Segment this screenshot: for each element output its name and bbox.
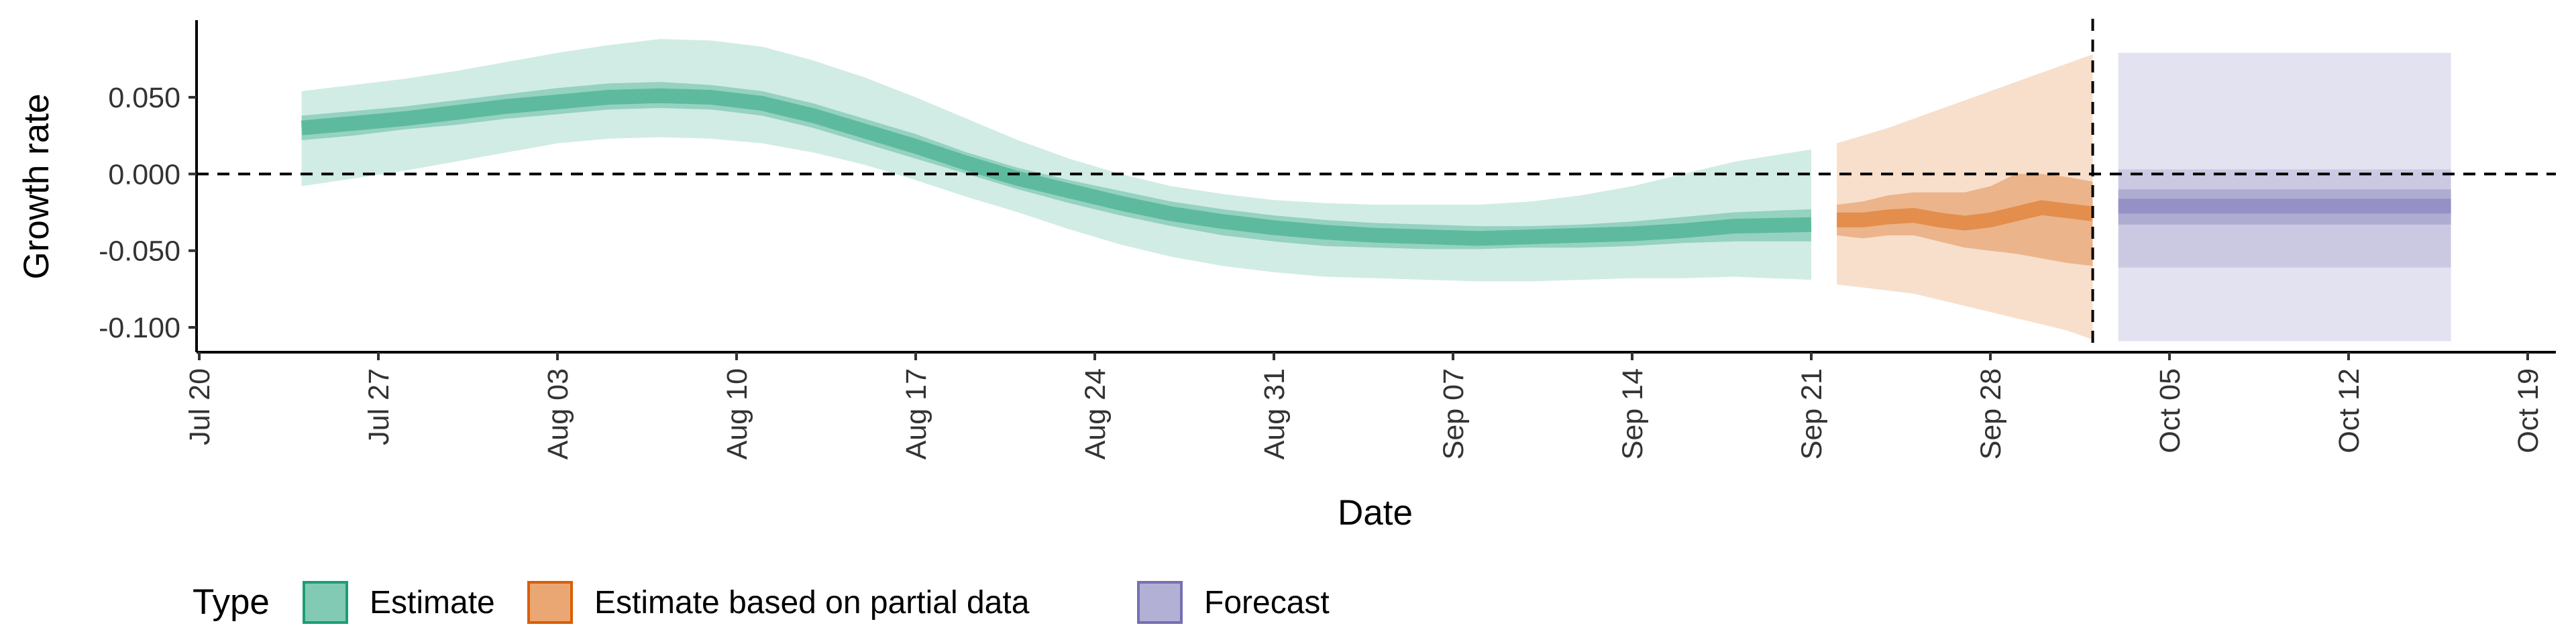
axes (195, 20, 2556, 354)
y-axis-title: Growth rate (17, 94, 56, 280)
median-layer (301, 88, 2451, 246)
estimate-median-line (301, 88, 1812, 246)
legend-key-estimate-based-on-partial-data (527, 581, 573, 624)
x-axis-title: Date (1338, 493, 1413, 533)
legend-label-estimate-based-on-partial-data: Estimate based on partial data (594, 585, 1030, 621)
estimate-based-on-partial-data-band-50 (1837, 174, 2093, 266)
x-ticks: Jul 20 Jul 27 Aug 03 Aug 10 Aug 17 Aug 24 Aug … (184, 352, 2544, 460)
x-tick-label: Oct 05 (2154, 368, 2186, 453)
x-tick-label: Jul 27 (363, 368, 395, 445)
legend-key-estimate (303, 581, 348, 624)
x-tick-label: Aug 03 (542, 368, 574, 460)
y-tick-label: 0.000 (108, 158, 180, 191)
estimate-band-90 (301, 39, 1811, 282)
x-tick-label: Aug 31 (1258, 368, 1291, 460)
y-ticks: 0.050 0.000 -0.050 -0.100 (99, 82, 197, 344)
x-tick-label: Sep 14 (1617, 368, 1649, 460)
y-tick-label: 0.050 (108, 82, 180, 114)
estimate-based-on-partial-data-band-90 (1837, 54, 2093, 340)
reference-lines (197, 19, 2556, 352)
x-tick-label: Sep 28 (1975, 368, 2007, 460)
y-tick-label: -0.050 (99, 235, 180, 268)
legend: Type Estimate Estimate based on partial d… (193, 581, 1330, 624)
ribbon-layer (301, 39, 2451, 341)
x-tick-label: Aug 17 (900, 368, 932, 460)
legend-label-forecast: Forecast (1204, 585, 1330, 621)
estimate-band-50 (301, 82, 1811, 250)
forecast-band-50 (2118, 189, 2451, 225)
x-tick-label: Oct 19 (2512, 368, 2544, 453)
x-tick-label: Aug 10 (721, 368, 753, 460)
forecast-band-90 (2118, 52, 2451, 341)
x-tick-label: Sep 07 (1438, 368, 1470, 460)
legend-label-estimate: Estimate (370, 585, 495, 621)
x-tick-label: Jul 20 (184, 368, 216, 445)
forecast-band-70 (2118, 169, 2451, 268)
legend-title: Type (193, 582, 270, 622)
x-tick-label: Aug 24 (1079, 368, 1112, 460)
estimate-based-on-partial-data-median-line (1837, 200, 2094, 231)
x-tick-label: Sep 21 (1796, 368, 1828, 460)
legend-key-forecast (1137, 581, 1183, 624)
x-tick-label: Oct 12 (2333, 368, 2365, 453)
y-tick-label: -0.100 (99, 312, 180, 344)
